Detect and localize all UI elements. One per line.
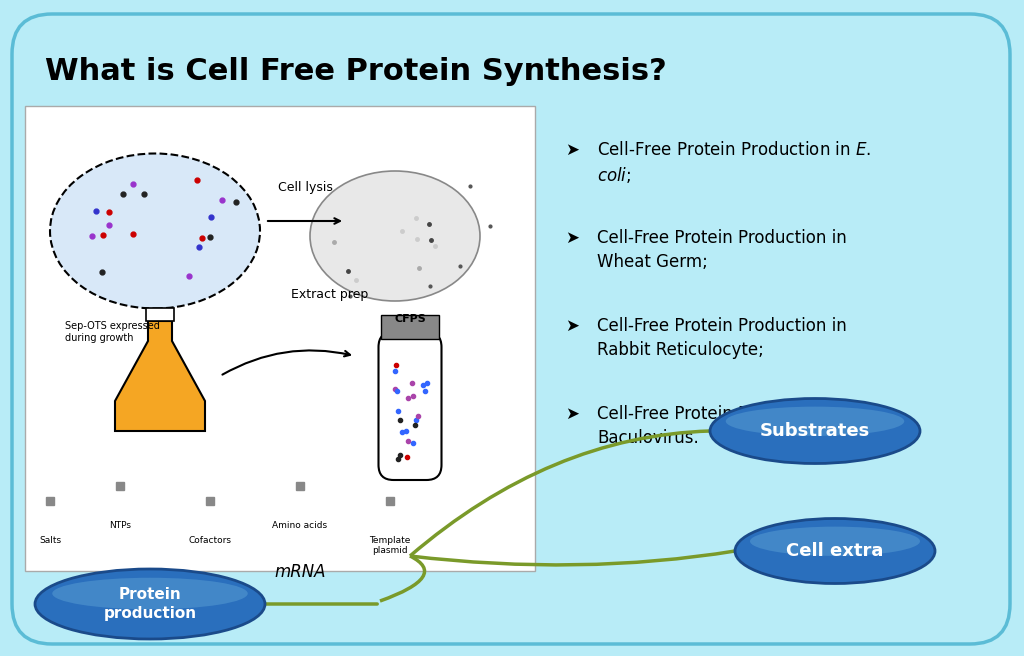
Text: ➤: ➤	[565, 317, 579, 335]
Ellipse shape	[726, 407, 904, 436]
Text: mRNA: mRNA	[274, 563, 326, 581]
Polygon shape	[146, 308, 174, 321]
FancyBboxPatch shape	[12, 14, 1010, 644]
FancyBboxPatch shape	[25, 106, 535, 571]
Ellipse shape	[35, 569, 265, 639]
Text: NTPs: NTPs	[109, 521, 131, 530]
Text: Cell-Free Protein Production in
Rabbit Reticulocyte;: Cell-Free Protein Production in Rabbit R…	[597, 317, 847, 359]
Text: CFPS: CFPS	[394, 314, 426, 324]
Ellipse shape	[710, 398, 920, 464]
Text: Salts: Salts	[39, 536, 61, 545]
FancyBboxPatch shape	[379, 332, 441, 480]
FancyBboxPatch shape	[381, 315, 439, 339]
Text: What is Cell Free Protein Synthesis?: What is Cell Free Protein Synthesis?	[45, 56, 667, 85]
Text: Sep-OTS expressed
during growth: Sep-OTS expressed during growth	[65, 321, 160, 342]
Ellipse shape	[52, 578, 248, 609]
Text: Template
plasmid: Template plasmid	[370, 536, 411, 556]
Text: Cell-Free Protein Production in
Wheat Germ;: Cell-Free Protein Production in Wheat Ge…	[597, 229, 847, 270]
Text: Cell-Free Protein Production in $\it{E.}$
$\it{coli}$;: Cell-Free Protein Production in $\it{E.}…	[597, 141, 871, 186]
Text: Extract prep: Extract prep	[292, 288, 369, 301]
Text: Protein
production: Protein production	[103, 587, 197, 621]
Text: Cell lysis: Cell lysis	[278, 181, 333, 194]
Ellipse shape	[735, 518, 935, 583]
Text: ➤: ➤	[565, 405, 579, 423]
Text: ➤: ➤	[565, 229, 579, 247]
Ellipse shape	[50, 154, 260, 308]
Ellipse shape	[310, 171, 480, 301]
Text: Substrates: Substrates	[760, 422, 870, 440]
Text: Cell extra: Cell extra	[786, 542, 884, 560]
Text: Amino acids: Amino acids	[272, 521, 328, 530]
Text: ➤: ➤	[565, 141, 579, 159]
PathPatch shape	[115, 321, 205, 431]
Ellipse shape	[750, 527, 920, 556]
Text: Cofactors: Cofactors	[188, 536, 231, 545]
Text: Cell-Free Protein Production in
Baculovirus.: Cell-Free Protein Production in Baculovi…	[597, 405, 847, 447]
